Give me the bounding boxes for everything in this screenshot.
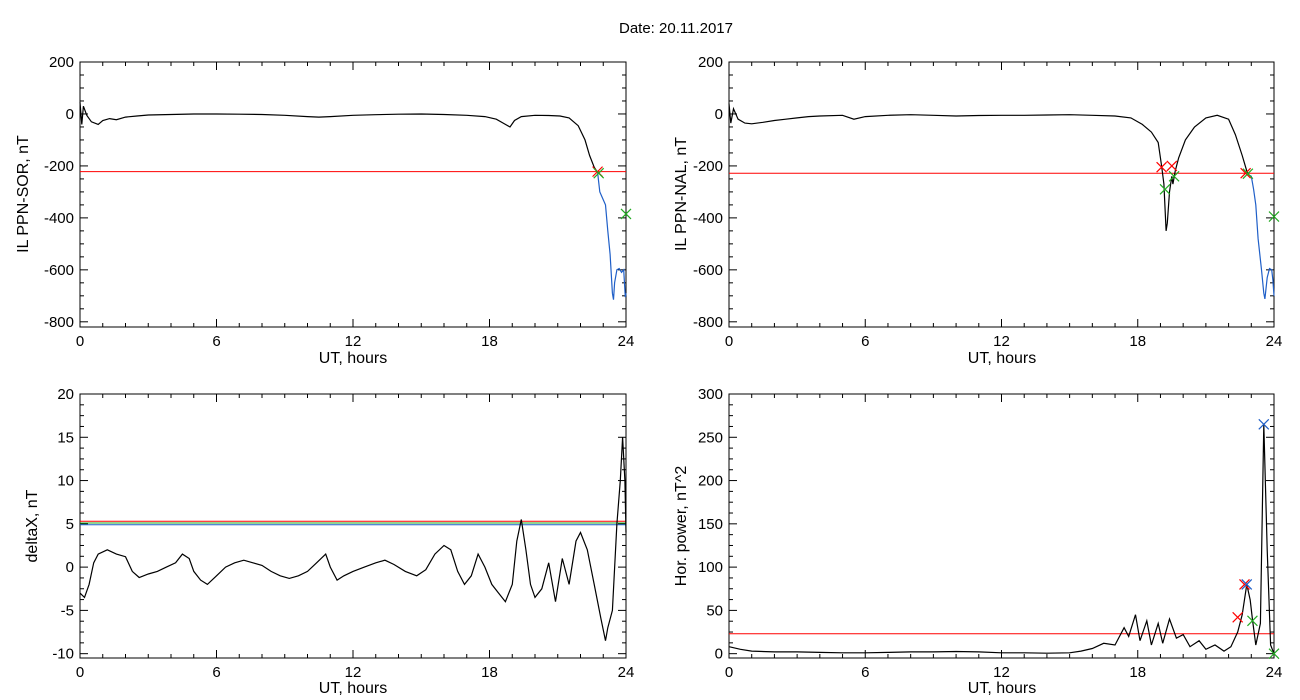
y-tick-label: -800 [693, 314, 723, 331]
event-marker [593, 167, 605, 179]
y-tick-label: 5 [66, 516, 74, 533]
panel-hor-power: UT, hours Hor. power, nT^2 0 6 12 18 24 300 25… [673, 386, 1282, 697]
event-marker [620, 208, 632, 220]
y-tick-label: -600 [693, 262, 723, 279]
event-marker [1241, 579, 1253, 590]
figure-title: Date: 20.11.2017 [619, 20, 733, 37]
data-series-line [1248, 174, 1275, 300]
x-axis-label: UT, hours [968, 680, 1036, 697]
y-tick-label: -200 [44, 158, 74, 175]
y-tick-label: 15 [57, 429, 74, 446]
plot-frame [79, 393, 627, 659]
y-tick-label: -10 [52, 646, 74, 663]
panel-il-ppn-sor: UT, hours IL PPN-SOR, nT 0 6 12 18 24 200 0 -20… [15, 54, 634, 367]
panel-deltax: UT, hours deltaX, nT 0 6 12 18 24 20 15 10 5 0 -5 -… [24, 386, 634, 697]
event-marker [1268, 211, 1280, 223]
y-tick-label: 150 [698, 516, 723, 533]
x-tick-label: 18 [481, 333, 498, 350]
y-tick-label: -400 [693, 210, 723, 227]
event-marker [1240, 167, 1252, 179]
x-tick-label: 0 [725, 664, 733, 681]
plot-frame [79, 61, 627, 328]
y-tick-label: -400 [44, 210, 74, 227]
y-tick-label: 0 [715, 646, 723, 663]
y-tick-label: -200 [693, 158, 723, 175]
x-tick-label: 18 [1129, 664, 1146, 681]
y-tick-label: 0 [66, 559, 74, 576]
x-tick-label: 24 [618, 333, 635, 350]
data-series-line [728, 103, 1250, 231]
y-axis-label: Hor. power, nT^2 [673, 466, 690, 587]
x-tick-label: 12 [345, 333, 362, 350]
y-axis-label: IL PPN-SOR, nT [15, 135, 32, 253]
y-tick-label: 250 [698, 429, 723, 446]
x-tick-label: 18 [481, 664, 498, 681]
y-tick-label: 10 [57, 473, 74, 490]
event-marker [1156, 161, 1168, 173]
y-tick-label: 300 [698, 386, 723, 403]
x-tick-label: 24 [618, 664, 635, 681]
x-tick-label: 6 [861, 664, 869, 681]
x-tick-label: 0 [76, 333, 84, 350]
data-series-line [79, 437, 627, 641]
panel-il-ppn-nal: UT, hours IL PPN-NAL, nT 0 6 12 18 24 200 0 -20… [673, 54, 1282, 367]
y-tick-label: -600 [44, 262, 74, 279]
x-tick-label: 0 [725, 333, 733, 350]
x-tick-label: 6 [212, 333, 220, 350]
y-tick-label: -800 [44, 314, 74, 331]
x-tick-label: 12 [993, 664, 1010, 681]
y-tick-label: 20 [57, 386, 74, 403]
y-axis-label: IL PPN-NAL, nT [673, 137, 690, 251]
x-axis-label: UT, hours [319, 680, 387, 697]
y-tick-label: 200 [698, 54, 723, 71]
event-marker [1232, 611, 1244, 623]
x-tick-label: 6 [212, 664, 220, 681]
y-tick-label: 200 [49, 54, 74, 71]
event-marker [1242, 168, 1254, 180]
x-tick-label: 0 [76, 664, 84, 681]
event-marker [1268, 648, 1280, 660]
event-marker [1239, 579, 1250, 590]
y-tick-label: 0 [715, 106, 723, 123]
plot-frame [728, 393, 1275, 659]
event-marker [1166, 160, 1178, 172]
x-tick-label: 18 [1129, 333, 1146, 350]
y-tick-label: 100 [698, 559, 723, 576]
data-series-line [79, 102, 599, 173]
data-series-line [728, 424, 1275, 654]
y-tick-label: 0 [66, 106, 74, 123]
data-series-line [597, 172, 627, 300]
x-tick-label: 12 [345, 664, 362, 681]
event-marker [1168, 170, 1180, 182]
y-tick-label: -5 [61, 602, 74, 619]
x-axis-label: UT, hours [968, 350, 1036, 367]
y-axis-label: deltaX, nT [24, 489, 41, 562]
plot-frame [728, 61, 1275, 328]
x-tick-label: 24 [1266, 664, 1283, 681]
x-tick-label: 24 [1266, 333, 1283, 350]
event-marker [1258, 418, 1270, 430]
y-tick-label: 200 [698, 473, 723, 490]
event-marker [1159, 183, 1171, 195]
x-tick-label: 12 [993, 333, 1010, 350]
y-tick-label: 50 [706, 602, 723, 619]
event-marker [1247, 615, 1258, 627]
x-tick-label: 6 [861, 333, 869, 350]
x-axis-label: UT, hours [319, 350, 387, 367]
